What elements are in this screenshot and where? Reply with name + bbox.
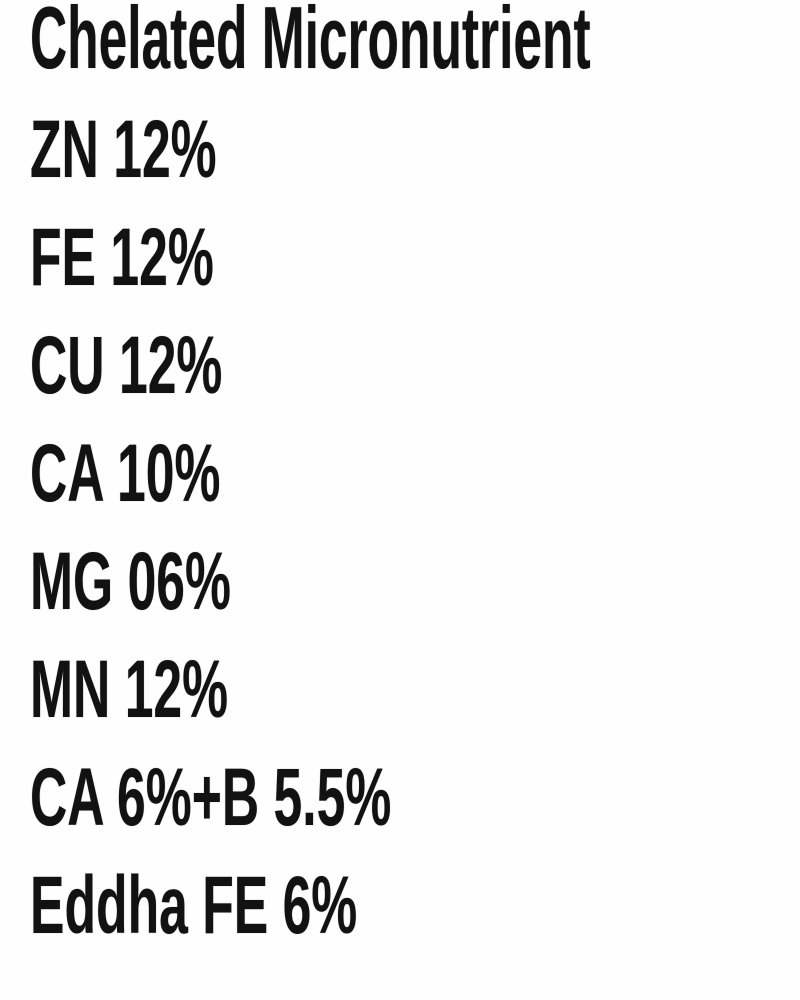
- nutrient-line: ZN 12%: [30, 104, 217, 195]
- nutrient-line: MN 12%: [30, 644, 229, 735]
- nutrient-line: CU 12%: [30, 320, 223, 411]
- nutrient-line: CA 6%+B 5.5%: [30, 752, 392, 843]
- nutrient-line: FE 12%: [30, 212, 214, 303]
- page-title: Chelated Micronutrient: [30, 0, 591, 87]
- nutrient-list: ZN 12% FE 12% CU 12% CA 10% MG 06% MN 12% CA 6…: [30, 96, 800, 960]
- nutrient-line: Eddha FE 6%: [30, 860, 358, 951]
- nutrient-line: CA 10%: [30, 428, 221, 519]
- nutrient-line: MG 06%: [30, 536, 231, 627]
